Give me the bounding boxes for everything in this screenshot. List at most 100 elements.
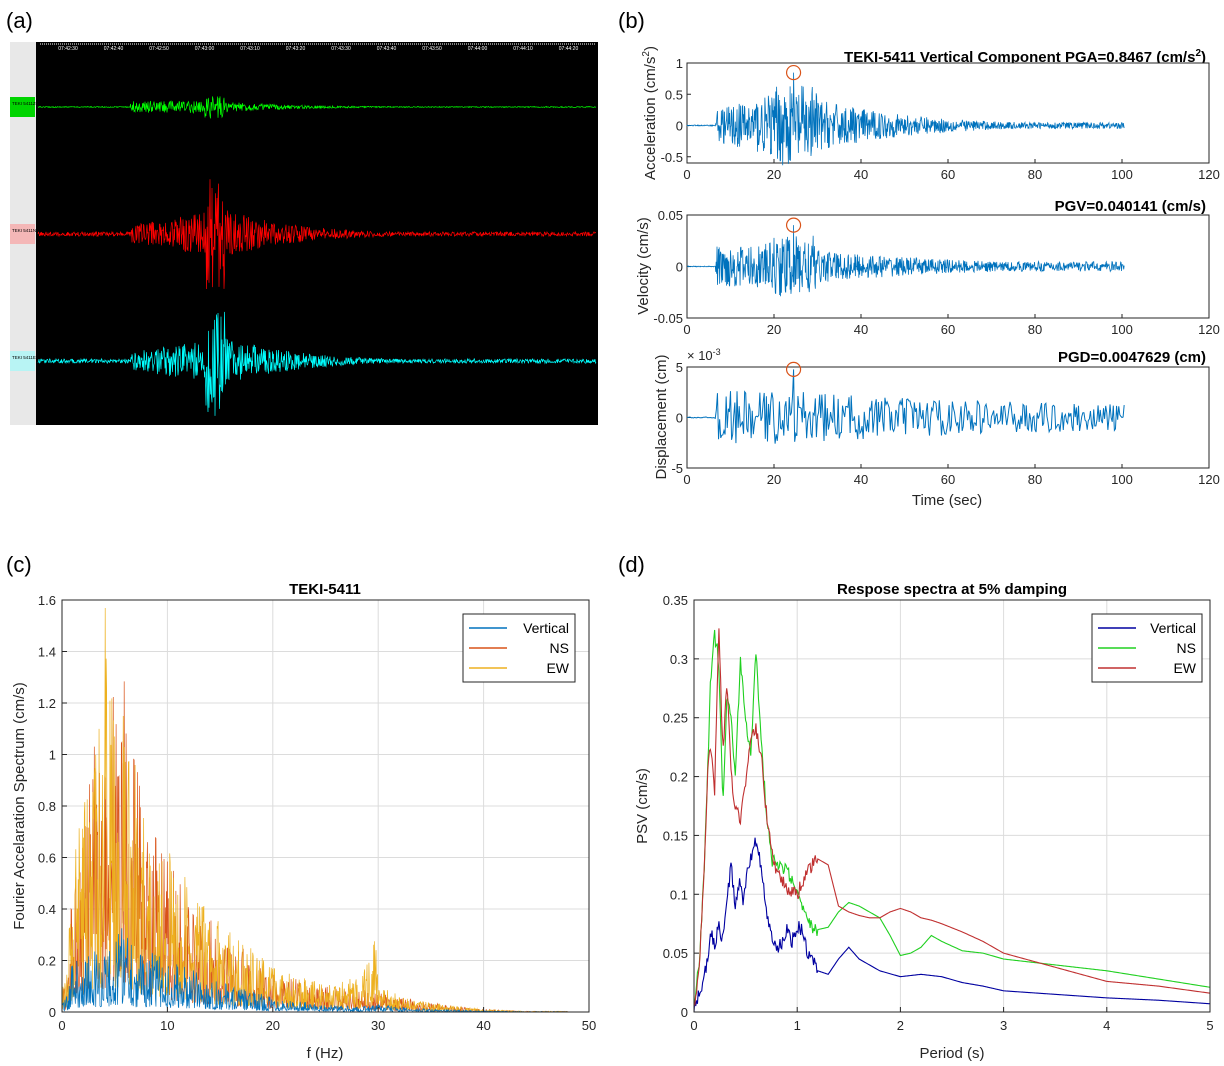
fourier-xtick-label: 0 <box>58 1018 65 1033</box>
response-xtick-label: 4 <box>1103 1018 1110 1033</box>
seismogram-time-tick: 07:43:30 <box>331 46 351 52</box>
velocity-xtick-label: 20 <box>767 322 781 337</box>
velocity-xtick-label: 0 <box>683 322 690 337</box>
fourier-legend-label: Vertical <box>523 620 569 636</box>
seismogram-channel-label: TEKI 5411E2 cm/s² <box>12 355 51 360</box>
acceleration-title: TEKI-5411 Vertical Component PGA=0.8467 … <box>844 48 1206 66</box>
seismogram-time-tick: 07:42:50 <box>149 46 169 52</box>
response-series <box>693 628 1211 1013</box>
acceleration-ytick-label: 0.5 <box>665 87 683 102</box>
fourier-ytick-label: 1.6 <box>38 593 56 608</box>
seismogram-time-tick: 07:43:00 <box>195 46 215 52</box>
panel-label-a: (a) <box>6 8 33 33</box>
fourier-xtick-label: 20 <box>266 1018 280 1033</box>
response-xlabel: Period (s) <box>919 1045 984 1062</box>
response-ytick-label: 0.05 <box>663 946 688 961</box>
velocity-ytick-label: 0 <box>676 260 683 275</box>
velocity-peak-marker <box>785 217 802 233</box>
response-xtick-label: 1 <box>794 1018 801 1033</box>
seismogram-time-tick: 07:42:40 <box>104 46 124 52</box>
displacement-xtick-label: 120 <box>1198 472 1220 487</box>
acceleration-xtick-label: 80 <box>1028 167 1042 182</box>
pgv-title: PGV=0.040141 (cm/s) <box>1055 198 1206 215</box>
fourier-ticks: 0 10 20 30 40 50 0 0.2 0.4 0.6 0.8 1 1.2 1.4 1.6 <box>38 593 596 1033</box>
displacement-xtick-label: 0 <box>683 472 690 487</box>
velocity-xtick-label: 40 <box>854 322 868 337</box>
acceleration-xtick-label: 40 <box>854 167 868 182</box>
seismogram-channel-tag <box>10 224 35 244</box>
response-legend: Vertical NS EW <box>1091 613 1203 683</box>
seismogram-channel-tag <box>10 97 35 117</box>
seismogram-time-tick: 07:44:20 <box>559 46 579 52</box>
seismogram-trace-1 <box>37 96 597 119</box>
response-ytick-label: 0.2 <box>670 770 688 785</box>
fourier-ytick-label: 1.2 <box>38 696 56 711</box>
displacement-xtick-label: 40 <box>854 472 868 487</box>
acceleration-xtick-label: 20 <box>767 167 781 182</box>
velocity-ytick-label: -0.05 <box>653 311 683 326</box>
fourier-legend-label: EW <box>546 660 569 676</box>
response-series-vertical <box>693 837 1211 1013</box>
panel-label-d: (d) <box>618 552 645 577</box>
seismogram-time-tick: 07:42:30 <box>58 46 78 52</box>
displacement-ytick-label: 0 <box>676 411 683 426</box>
acceleration-xtick-label: 60 <box>941 167 955 182</box>
velocity-xtick-label: 100 <box>1111 322 1133 337</box>
response-title: Respose spectra at 5% damping <box>837 581 1067 598</box>
seismogram-time-axis: 07:42:30 07:42:40 07:42:50 07:43:00 07:43:10… <box>40 43 596 52</box>
displacement-peak-marker <box>785 361 802 377</box>
seismogram-time-tick: 07:43:10 <box>240 46 260 52</box>
displacement-ylabel: Displacement (cm) <box>653 354 670 479</box>
acceleration-xtick-label: 0 <box>683 167 690 182</box>
velocity-xtick-label: 120 <box>1198 322 1220 337</box>
acceleration-ytick-label: 0 <box>676 119 683 134</box>
fourier-xtick-label: 50 <box>582 1018 596 1033</box>
fourier-ytick-label: 0.6 <box>38 851 56 866</box>
fourier-ylabel: Fourier Accelaration Spectrum (cm/s) <box>11 682 28 930</box>
velocity-trace <box>686 225 1125 297</box>
displacement-ytick-label: -5 <box>671 461 683 476</box>
seismogram-time-tick: 07:43:20 <box>286 46 306 52</box>
fourier-ytick-label: 0 <box>49 1005 56 1020</box>
response-ytick-label: 0 <box>681 1005 688 1020</box>
response-ytick-label: 0.35 <box>663 593 688 608</box>
velocity-xtick-label: 80 <box>1028 322 1042 337</box>
displacement-ytick-label: 5 <box>676 360 683 375</box>
response-ytick-label: 0.3 <box>670 652 688 667</box>
response-ytick-label: 0.15 <box>663 828 688 843</box>
acceleration-ytick-label: -0.5 <box>661 150 683 165</box>
panel-b-traces <box>686 64 1125 444</box>
fourier-xtick-label: 30 <box>371 1018 385 1033</box>
acceleration-ylabel: Acceleration (cm/s2) <box>641 46 659 180</box>
acceleration-peak-marker <box>785 64 802 81</box>
response-series-ns <box>693 629 1211 1005</box>
panel-label-b: (b) <box>618 8 645 33</box>
response-axes-frame <box>693 599 1211 1013</box>
response-xtick-label: 0 <box>690 1018 697 1033</box>
time-xlabel: Time (sec) <box>912 492 982 509</box>
panel-c-fourier-spectrum: 0 10 20 30 40 50 0 0.2 0.4 0.6 0.8 1 1.2 1.4 1.6 TEKI-… <box>11 581 596 1062</box>
response-ylabel: PSV (cm/s) <box>634 768 651 844</box>
fourier-xtick-label: 40 <box>476 1018 490 1033</box>
seismogram-time-tick: 07:43:40 <box>377 46 397 52</box>
response-ytick-label: 0.1 <box>670 887 688 902</box>
seismogram-time-tick: 07:43:50 <box>422 46 442 52</box>
velocity-ylabel: Velocity (cm/s) <box>635 217 652 315</box>
pgd-title: PGD=0.0047629 (cm) <box>1058 349 1206 366</box>
seismogram-time-tick: 07:44:00 <box>468 46 488 52</box>
fourier-ytick-label: 0.8 <box>38 799 56 814</box>
velocity-ytick-label: 0.05 <box>658 208 683 223</box>
displacement-xtick-label: 80 <box>1028 472 1042 487</box>
fourier-title: TEKI-5411 <box>289 581 361 598</box>
fourier-ytick-label: 0.2 <box>38 954 56 969</box>
seismogram-channel-label: TEKI 5411N2 cm/s² <box>12 228 51 233</box>
acceleration-xtick-label: 120 <box>1198 167 1220 182</box>
seismogram-channel-tags: TEKI 5411Z0 cm/s² TEKI 5411N2 cm/s² TEKI 5… <box>10 97 51 371</box>
fourier-xtick-label: 10 <box>160 1018 174 1033</box>
panel-a-seismogram: 07:42:30 07:42:40 07:42:50 07:43:00 07:43:10… <box>10 42 598 425</box>
acceleration-xtick-label: 100 <box>1111 167 1133 182</box>
fourier-ytick-label: 1.4 <box>38 645 56 660</box>
response-ytick-label: 0.25 <box>663 711 688 726</box>
